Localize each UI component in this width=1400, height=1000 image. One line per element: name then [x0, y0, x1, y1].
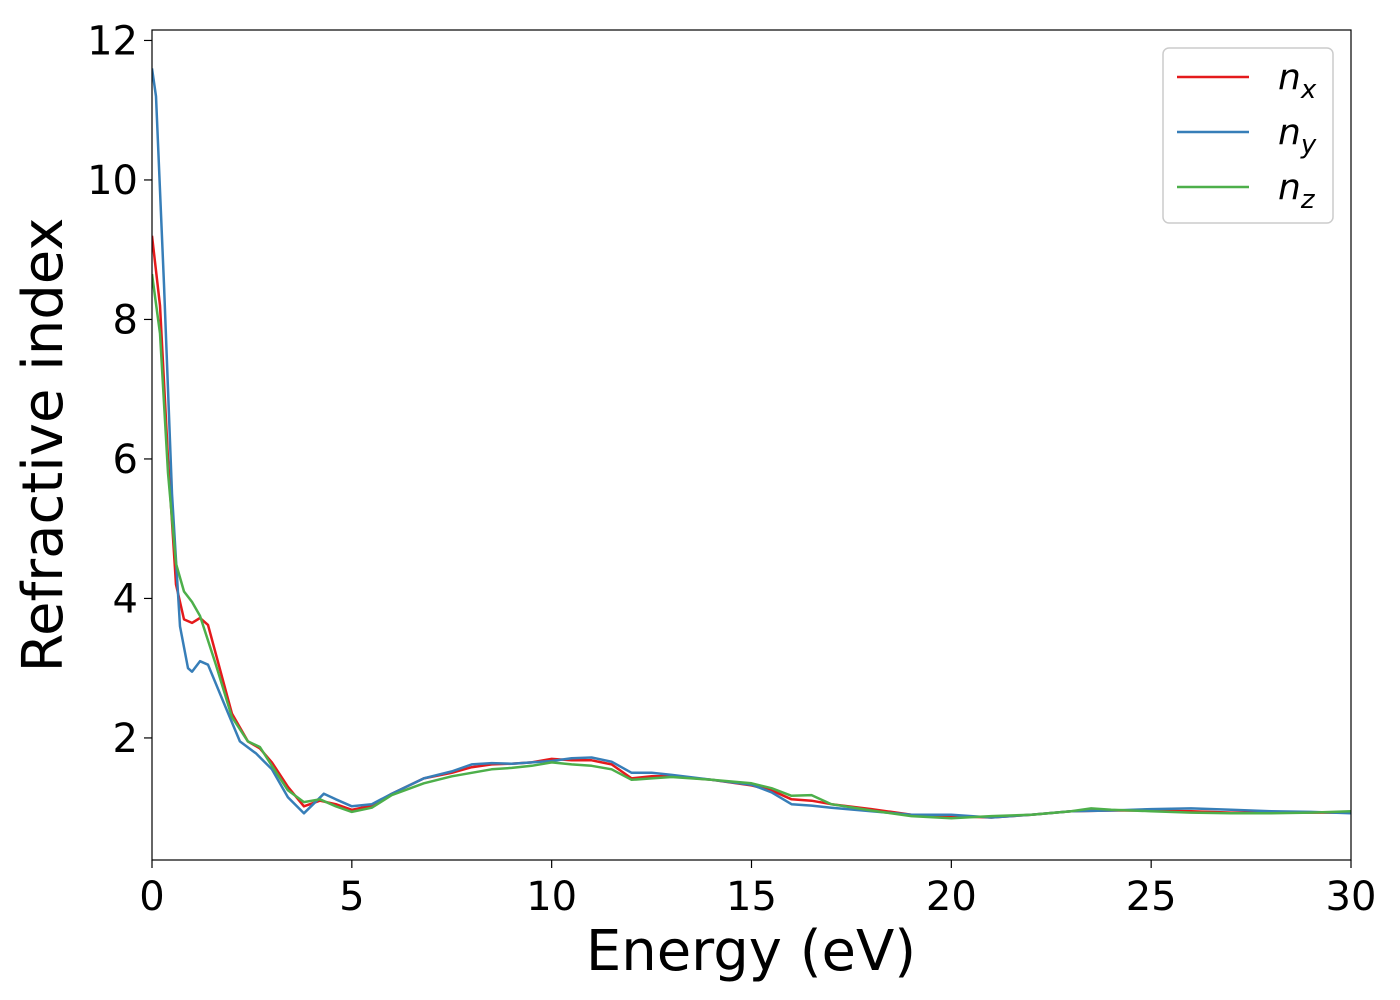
x-tick-label: 5 — [339, 874, 364, 920]
x-tick-label: 30 — [1326, 874, 1377, 920]
series-layer — [152, 68, 1351, 820]
x-tick-label: 15 — [726, 874, 777, 920]
x-tick-label: 20 — [926, 874, 977, 920]
x-tick-label: 25 — [1126, 874, 1177, 920]
y-axis-title: Refractive index — [11, 218, 76, 673]
y-tick-label: 10 — [87, 158, 138, 204]
legend-box — [1162, 47, 1334, 224]
y-tick-label: 12 — [87, 18, 138, 64]
y-tick-label: 2 — [113, 716, 138, 762]
y-tick-label: 4 — [113, 576, 138, 622]
y-axis: 2 4 6 8 10 12 — [87, 18, 152, 762]
x-tick-label: 0 — [139, 874, 164, 920]
x-tick-label: 10 — [526, 874, 577, 920]
series-line-nz — [152, 273, 1351, 820]
x-axis-title: Energy (eV) — [586, 919, 916, 984]
y-tick-label: 8 — [113, 297, 138, 343]
y-tick-label: 6 — [113, 437, 138, 483]
x-axis: 0 5 10 15 20 25 30 — [139, 860, 1376, 920]
